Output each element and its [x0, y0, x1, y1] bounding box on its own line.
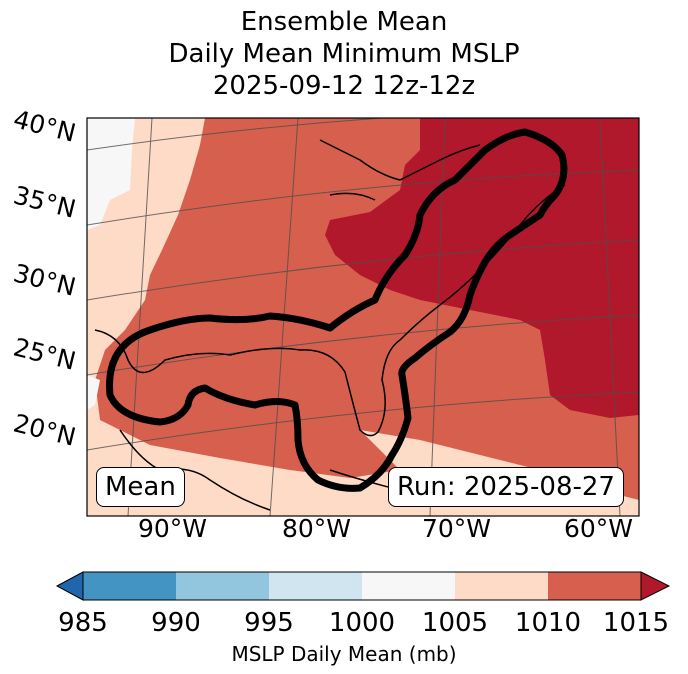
- title-line-1: Ensemble Mean: [240, 7, 448, 37]
- colorbar-tick-1015: 1015: [602, 608, 670, 638]
- lon-label-90w: 90°W: [138, 514, 208, 543]
- run-annotation: Run: 2025-08-27: [388, 467, 624, 507]
- colorbar-tick-1000: 1000: [328, 608, 396, 638]
- ensemble-contour: [106, 128, 568, 492]
- colorbar-tick-990: 990: [151, 608, 201, 638]
- colorbar-bin-1010-1015: [548, 572, 641, 600]
- colorbar-tick-1005: 1005: [421, 608, 489, 638]
- colorbar-label: MSLP Daily Mean (mb): [231, 642, 457, 666]
- colorbar-bin-1000-1005: [362, 572, 455, 600]
- colorbar: [55, 571, 671, 601]
- colorbar-bin-990-995: [176, 572, 269, 600]
- colorbar-bin-995-1000: [269, 572, 362, 600]
- lon-label-80w: 80°W: [282, 514, 352, 543]
- colorbar-under-arrow: [55, 571, 84, 601]
- colorbar-tick-995: 995: [244, 608, 294, 638]
- colorbar-bin-1005-1010: [455, 572, 548, 600]
- lon-label-60w: 60°W: [564, 514, 634, 543]
- field-1000-1005: [87, 118, 135, 230]
- lon-label-70w: 70°W: [422, 514, 492, 543]
- colorbar-tick-985: 985: [58, 608, 108, 638]
- colorbar-tick-1010: 1010: [514, 608, 582, 638]
- title-line-3: 2025-09-12 12z-12z: [212, 71, 476, 101]
- colorbar-bin-985-990: [83, 572, 176, 600]
- colorbar-over-arrow: [640, 571, 671, 601]
- mean-annotation: Mean: [96, 467, 185, 507]
- title-line-2: Daily Mean Minimum MSLP: [168, 39, 520, 69]
- field-1000-1005-sw: [87, 375, 100, 410]
